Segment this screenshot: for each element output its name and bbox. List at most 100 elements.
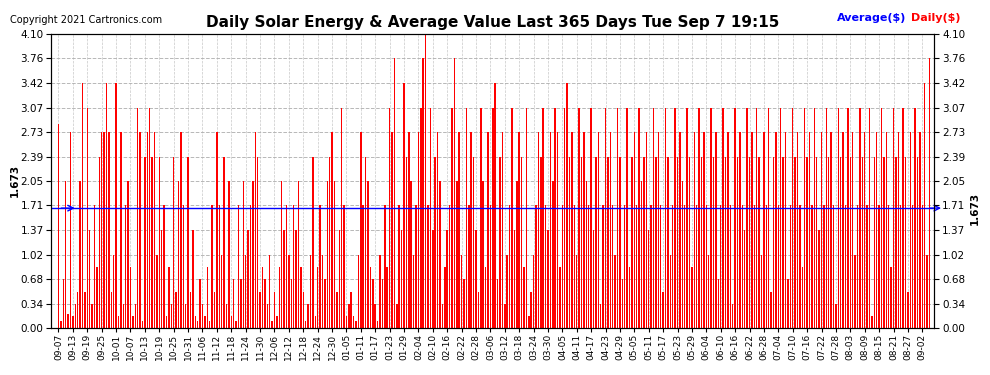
Bar [761,255,762,328]
Bar [352,316,354,328]
Bar [226,304,227,328]
Bar [828,157,830,328]
Bar [730,206,731,328]
Bar [96,267,98,328]
Bar [864,132,865,328]
Bar [346,316,347,328]
Bar [669,255,671,328]
Bar [886,132,887,328]
Bar [360,132,361,328]
Text: Average($): Average($) [837,13,906,23]
Bar [305,321,306,328]
Bar [536,206,537,328]
Bar [799,206,801,328]
Bar [895,157,897,328]
Bar [706,206,707,328]
Bar [556,132,558,328]
Text: 1.673: 1.673 [10,164,20,197]
Bar [290,279,292,328]
Bar [809,132,810,328]
Bar [605,108,606,328]
Bar [744,230,745,328]
Bar [696,206,698,328]
Bar [175,292,177,328]
Bar [446,230,447,328]
Bar [519,132,520,328]
Text: Daily($): Daily($) [911,13,960,23]
Bar [768,108,769,328]
Bar [128,181,129,328]
Bar [329,157,331,328]
Bar [259,292,260,328]
Bar [711,108,712,328]
Bar [456,181,457,328]
Bar [543,108,544,328]
Bar [320,206,321,328]
Bar [151,157,152,328]
Bar [60,321,61,328]
Bar [840,157,842,328]
Bar [490,206,491,328]
Bar [802,267,803,328]
Bar [593,230,594,328]
Bar [893,108,894,328]
Title: Daily Solar Energy & Average Value Last 365 Days Tue Sep 7 19:15: Daily Solar Energy & Average Value Last … [206,15,779,30]
Bar [369,267,371,328]
Bar [111,292,112,328]
Bar [728,132,729,328]
Bar [869,108,870,328]
Bar [264,279,265,328]
Bar [278,267,280,328]
Bar [912,206,914,328]
Bar [552,181,553,328]
Bar [588,206,589,328]
Bar [269,255,270,328]
Bar [173,157,174,328]
Bar [888,206,889,328]
Bar [286,206,287,328]
Bar [418,132,419,328]
Bar [178,181,179,328]
Bar [639,108,640,328]
Bar [718,279,719,328]
Bar [357,255,359,328]
Bar [831,132,832,328]
Bar [684,206,685,328]
Bar [561,206,563,328]
Bar [135,304,136,328]
Bar [847,108,848,328]
Bar [77,292,78,328]
Bar [374,304,376,328]
Bar [163,206,164,328]
Bar [861,157,863,328]
Bar [116,83,117,328]
Bar [224,157,225,328]
Bar [477,292,479,328]
Bar [526,108,527,328]
Bar [67,314,68,328]
Bar [566,83,568,328]
Bar [586,181,587,328]
Bar [470,132,472,328]
Bar [192,230,194,328]
Bar [211,206,213,328]
Bar [785,132,786,328]
Bar [415,206,417,328]
Bar [740,132,741,328]
Bar [367,181,368,328]
Bar [794,157,796,328]
Bar [271,321,273,328]
Bar [153,132,155,328]
Bar [228,181,230,328]
Bar [634,132,636,328]
Bar [905,157,906,328]
Bar [610,132,611,328]
Bar [775,132,777,328]
Bar [620,157,621,328]
Bar [273,292,275,328]
Bar [106,83,107,328]
Bar [627,108,628,328]
Bar [197,321,198,328]
Bar [482,181,484,328]
Bar [541,157,542,328]
